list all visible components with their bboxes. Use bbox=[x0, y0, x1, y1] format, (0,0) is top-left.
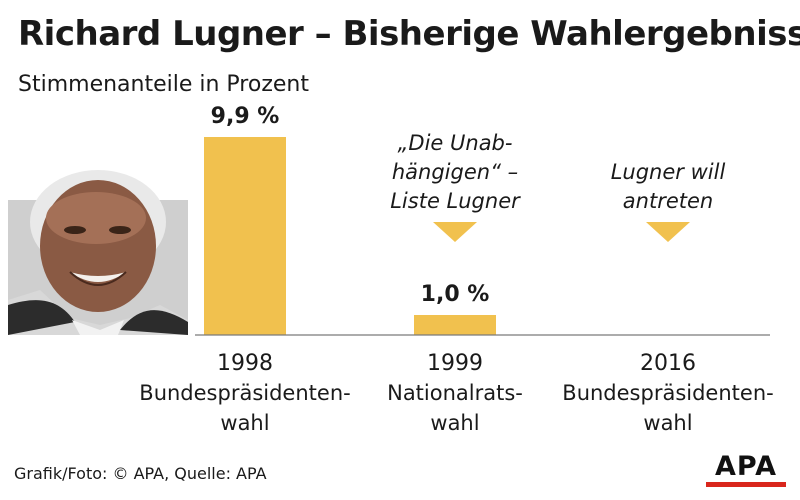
bar-1999 bbox=[414, 315, 496, 335]
bar-1998 bbox=[204, 137, 286, 335]
category-label-1998-line2: wahl bbox=[220, 411, 269, 435]
annotation-arrow-icon bbox=[646, 222, 690, 242]
category-label-2016-line2: wahl bbox=[643, 411, 692, 435]
apa-logo-bar bbox=[706, 482, 786, 487]
category-year-2016: 2016 bbox=[640, 351, 696, 376]
chart-subtitle: Stimmenanteile in Prozent bbox=[18, 72, 309, 97]
annotation-2016-line1: Lugner will bbox=[611, 160, 726, 184]
category-label-1999-line1: Nationalrats- bbox=[387, 381, 523, 405]
annotation-arrow-icon bbox=[433, 222, 477, 242]
chart-title: Richard Lugner – Bisherige Wahlergebniss… bbox=[18, 14, 800, 54]
annotation-1999-line2: hängigen“ – bbox=[392, 160, 518, 184]
bars: 9,9 % 1,0 % bbox=[204, 104, 496, 335]
annotation-1999-line1: „Die Unab- bbox=[398, 131, 513, 155]
portrait-photo-icon bbox=[8, 170, 188, 335]
value-label-1999: 1,0 % bbox=[421, 282, 490, 307]
category-year-1999: 1999 bbox=[427, 351, 483, 376]
category-label-1999-line2: wahl bbox=[430, 411, 479, 435]
annotation-1999-line3: Liste Lugner bbox=[390, 189, 521, 213]
apa-logo: APA bbox=[706, 452, 786, 488]
category-label-1998-line1: Bundespräsidenten- bbox=[139, 381, 350, 405]
annotations: „Die Unab-hängigen“ – Liste Lugner Lugner … bbox=[390, 131, 725, 242]
apa-logo-text: APA bbox=[714, 451, 778, 482]
category-label-2016-line1: Bundespräsidenten- bbox=[562, 381, 773, 405]
annotation-2016-line2: antreten bbox=[623, 189, 713, 213]
category-year-1998: 1998 bbox=[217, 351, 273, 376]
source-credit: Grafik/Foto: © APA, Quelle: APA bbox=[14, 464, 267, 483]
category-labels: 1998 Bundespräsidenten-wahl 1999 Nationalra… bbox=[139, 351, 773, 435]
value-label-1998: 9,9 % bbox=[211, 104, 280, 129]
